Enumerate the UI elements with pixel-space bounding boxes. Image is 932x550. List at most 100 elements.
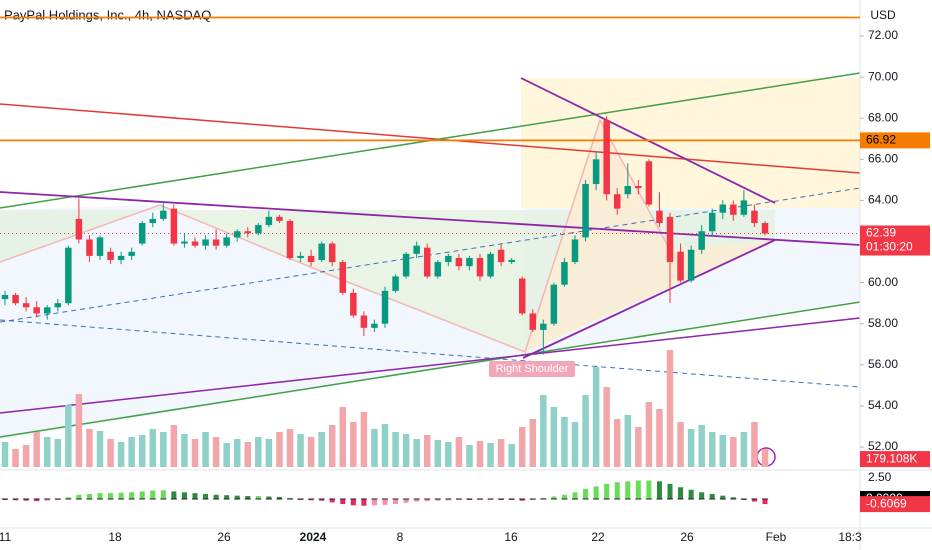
candle-body [518,278,526,314]
volume-bar [43,437,51,467]
macd-bar [699,492,705,500]
candle-body [22,303,30,308]
volume-bar [318,432,325,467]
candle-body [128,251,135,256]
volume-bar [487,443,494,467]
y-tick-label: 52.00 [868,439,898,453]
candle-body [33,307,40,314]
volume-bar [212,437,220,467]
candle-body [445,255,452,263]
macd-bar [139,491,145,500]
candle-body [624,186,632,195]
annotation-box [489,361,575,377]
macd-bar [203,493,209,500]
macd-bar [614,482,620,500]
macd-bar [667,483,673,500]
macd-bar [34,499,40,502]
trend-line [522,239,776,359]
candle-body [75,218,83,240]
volume-bar [138,435,146,467]
volume-bar [360,412,368,467]
macd-bar [561,494,567,500]
candle-body [455,257,463,267]
y-tick-label: 54.00 [868,398,898,412]
trend-line [0,191,861,246]
volume-bar [455,437,463,467]
candle-body [508,260,515,263]
candle-body [191,241,199,246]
volume-bar [635,427,642,467]
candle-body [86,239,93,256]
candle-body [255,225,262,234]
candle-body [582,183,589,238]
macd-bar [762,499,768,505]
macd-bar [688,489,694,500]
volume-bar [107,439,114,467]
candle-body [160,210,167,219]
volume-bar [202,432,209,467]
candle-body [529,313,537,330]
macd-bar [319,499,325,501]
volume-bar [719,435,727,467]
candle-body [170,208,178,244]
macd-bar [340,499,346,505]
volume-bar [402,434,410,467]
candle-body [656,210,663,224]
volume-bar [117,442,125,467]
macd-last-label: -0.6069 [866,496,907,510]
volume-bar [445,442,452,467]
macd-bar [160,490,166,500]
macd-bar [181,492,187,500]
macd-bar [234,495,240,500]
volume-bar [286,429,294,467]
volume-bar [181,434,188,467]
macd-bar [635,480,641,500]
drawings [0,72,861,467]
macd-bar [403,499,409,503]
macd-bar [424,499,430,502]
candle-body [540,323,547,330]
candle-body [466,257,473,267]
volume-bar [65,405,72,467]
candle-body [54,303,62,308]
x-tick-label: 22 [591,530,605,544]
volume-bar [86,429,93,467]
candle-body [276,216,283,221]
volume-bar [582,395,589,467]
macd-bar [656,481,662,500]
x-tick-label: 8 [397,530,404,544]
volume-bar [730,437,737,467]
y-tick-label: 60.00 [868,275,898,289]
macd-bar [329,499,335,503]
volume-bar [128,437,135,467]
volume-bar [687,429,695,467]
volume-bar [328,425,336,467]
candle-body [107,251,114,261]
macd-bar [23,499,29,501]
candle-body [360,315,368,328]
volume-bar [423,435,431,467]
macd-bar [192,493,198,500]
candle-body [402,253,410,277]
y-tick-label: 68.00 [868,110,898,124]
candle-body [223,237,230,246]
volume-bar [698,425,705,467]
currency: USD [870,8,896,22]
volume-bar [149,429,157,467]
candle-body [265,216,273,226]
macd-bar [213,494,219,500]
macd-bar [97,493,103,500]
macd-bar [13,499,19,501]
macd-bar [150,490,156,500]
volume-bar [170,425,178,467]
volume-bar [233,439,241,467]
volume-bar [466,445,473,467]
volume-bar [529,419,537,467]
macd-bar [445,499,451,501]
volume-bar [508,444,515,467]
level-label-box [860,132,930,149]
chart-title: PayPal Holdings, Inc., 4h, NASDAQ [4,7,211,22]
candle-body [550,284,558,324]
